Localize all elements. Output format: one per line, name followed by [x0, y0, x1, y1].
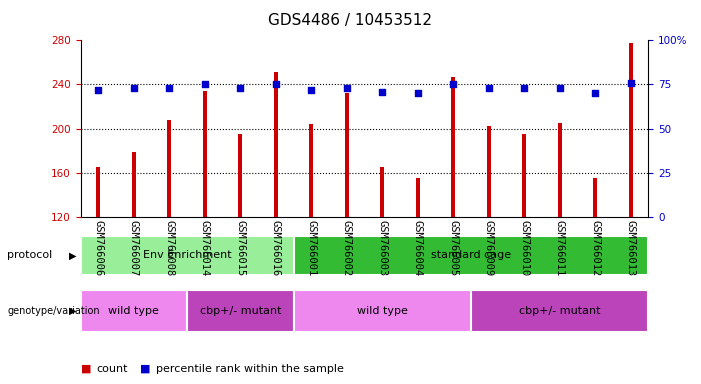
Bar [486, 126, 491, 217]
Bar [81, 290, 187, 332]
Text: GSM766008: GSM766008 [164, 220, 175, 276]
Point [93, 87, 104, 93]
Text: count: count [96, 364, 128, 374]
Bar [380, 167, 384, 217]
Bar [471, 290, 648, 332]
Text: cbp+/- mutant: cbp+/- mutant [200, 306, 281, 316]
Text: GSM766003: GSM766003 [377, 220, 387, 276]
Point [341, 85, 353, 91]
Bar [294, 290, 471, 332]
Text: Env Enrichment: Env Enrichment [143, 250, 231, 260]
Bar [593, 178, 597, 217]
Point [376, 88, 388, 94]
Text: GSM766006: GSM766006 [93, 220, 103, 276]
Bar [168, 120, 172, 217]
Point [306, 87, 317, 93]
Bar [238, 134, 243, 217]
Point [554, 85, 565, 91]
Bar [522, 134, 526, 217]
Point [448, 81, 459, 88]
Text: GSM766005: GSM766005 [448, 220, 458, 276]
Point [590, 90, 601, 96]
Bar [309, 124, 313, 217]
Text: standard cage: standard cage [431, 250, 511, 260]
Point [199, 81, 210, 88]
Bar [96, 167, 100, 217]
Point [128, 85, 139, 91]
Text: GSM766016: GSM766016 [271, 220, 281, 276]
Bar [294, 236, 648, 275]
Point [519, 85, 530, 91]
Bar [132, 152, 136, 217]
Bar [203, 91, 207, 217]
Point [625, 79, 637, 86]
Bar [187, 290, 294, 332]
Text: wild type: wild type [109, 306, 159, 316]
Text: GSM766014: GSM766014 [200, 220, 210, 276]
Bar [629, 43, 633, 217]
Bar [557, 123, 562, 217]
Text: GSM766010: GSM766010 [519, 220, 529, 276]
Text: ▶: ▶ [69, 306, 76, 316]
Text: GSM766015: GSM766015 [236, 220, 245, 276]
Bar [451, 77, 456, 217]
Text: GSM766002: GSM766002 [342, 220, 352, 276]
Point [235, 85, 246, 91]
Point [270, 81, 281, 88]
Text: protocol: protocol [7, 250, 53, 260]
Bar [345, 93, 349, 217]
Text: GSM766004: GSM766004 [413, 220, 423, 276]
Text: GSM766011: GSM766011 [554, 220, 565, 276]
Point [164, 85, 175, 91]
Text: cbp+/- mutant: cbp+/- mutant [519, 306, 601, 316]
Point [412, 90, 423, 96]
Text: genotype/variation: genotype/variation [7, 306, 100, 316]
Text: GDS4486 / 10453512: GDS4486 / 10453512 [268, 13, 433, 28]
Text: ▶: ▶ [69, 250, 76, 260]
Text: GSM766001: GSM766001 [306, 220, 316, 276]
Bar [273, 72, 278, 217]
Text: GSM766007: GSM766007 [129, 220, 139, 276]
Bar [416, 178, 420, 217]
Text: GSM766013: GSM766013 [626, 220, 636, 276]
Text: wild type: wild type [357, 306, 408, 316]
Text: GSM766012: GSM766012 [590, 220, 600, 276]
Text: GSM766009: GSM766009 [484, 220, 494, 276]
Text: ■: ■ [81, 364, 91, 374]
Bar [81, 236, 294, 275]
Text: percentile rank within the sample: percentile rank within the sample [156, 364, 344, 374]
Text: ■: ■ [140, 364, 151, 374]
Point [483, 85, 494, 91]
